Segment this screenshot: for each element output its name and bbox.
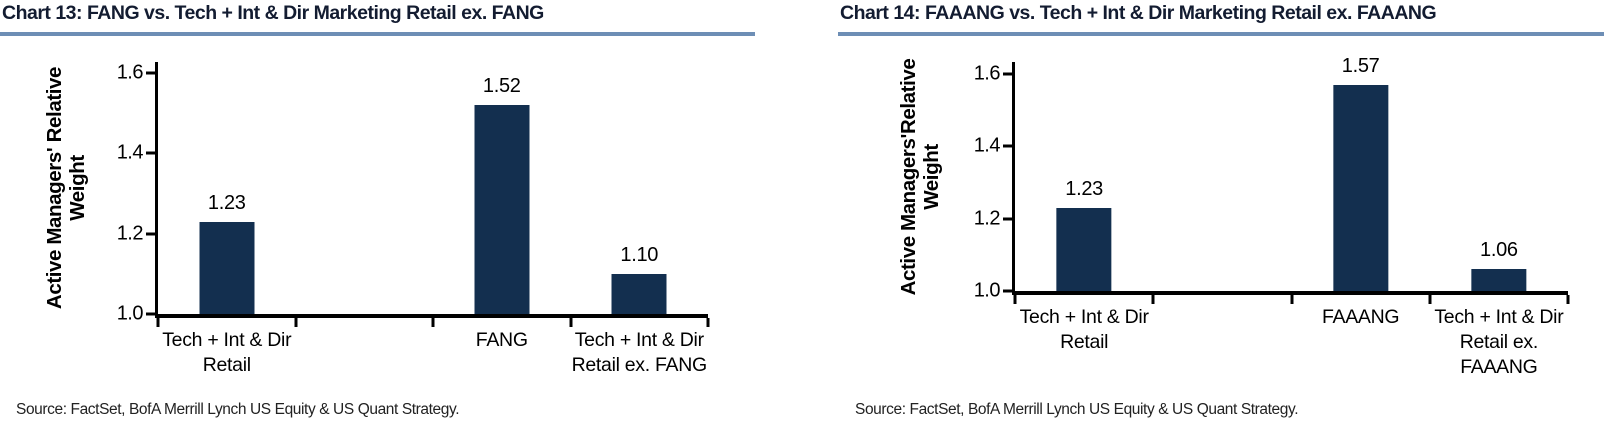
- x-axis-tick: [1428, 295, 1432, 304]
- y-axis-tick-label: 1.6: [973, 62, 1001, 85]
- y-axis-tick-label: 1.2: [116, 222, 144, 245]
- y-axis-title-text: Active Managers'Relative Weight: [897, 58, 943, 295]
- chart13-panel: Chart 13: FANG vs. Tech + Int & Dir Mark…: [0, 0, 755, 442]
- y-axis-tick: [146, 71, 158, 75]
- x-axis-tick: [569, 318, 572, 327]
- x-category-label: Tech + Int & Dir Retail: [1019, 306, 1149, 353]
- chart14-source-note: Source: FactSet, BofA Merrill Lynch US E…: [855, 401, 1299, 418]
- y-axis-tick: [146, 151, 158, 155]
- y-axis-tick-label: 1.4: [116, 141, 144, 164]
- bar: [474, 105, 530, 314]
- y-axis-tick: [1003, 72, 1015, 76]
- y-axis-tick: [146, 232, 158, 236]
- y-axis-tick: [1003, 144, 1015, 148]
- bar-value-label: 1.06: [1480, 239, 1518, 262]
- y-axis-tick-label: 1.0: [116, 302, 144, 325]
- y-axis-tick-label: 1.6: [116, 61, 144, 84]
- x-category-label: FANG: [475, 329, 528, 351]
- bar: [1471, 269, 1527, 291]
- bar: [611, 273, 667, 314]
- y-axis-tick-label: 1.4: [973, 134, 1001, 157]
- bar: [199, 221, 255, 314]
- x-axis-tick: [1151, 295, 1155, 304]
- y-axis-tick-label: 1.0: [973, 279, 1001, 302]
- bar: [1056, 207, 1112, 291]
- y-axis-tick: [1003, 217, 1015, 221]
- x-axis-tick: [431, 318, 435, 327]
- bar-value-label: 1.23: [1065, 177, 1103, 200]
- x-category-label: Tech + Int & Dir Retail: [162, 329, 292, 376]
- chart13-source-note: Source: FactSet, BofA Merrill Lynch US E…: [16, 401, 460, 418]
- x-axis-tick: [1013, 295, 1017, 304]
- x-axis-tick: [156, 318, 160, 327]
- x-category-label: Tech + Int & Dir Retail ex. FANG: [571, 329, 708, 376]
- y-axis-tick: [1003, 289, 1015, 293]
- bar-value-label: 1.10: [620, 243, 659, 266]
- x-axis-tick: [1290, 295, 1293, 304]
- chart14-plot-area: 1.0 1.2 1.4 1.6 1.23 Tech + Int & Dir Retail 1.…: [974, 55, 1570, 378]
- chart13-y-axis-title: Active Managers' Relative Weight: [36, 62, 98, 314]
- chart13-plot-area: 1.0 1.2 1.4 1.6 1.23 Tech + Int & Dir Retail 1.…: [117, 62, 710, 376]
- x-category-label: FAAANG: [1321, 306, 1400, 328]
- bar-value-label: 1.52: [482, 75, 521, 98]
- x-axis-tick: [1566, 295, 1570, 304]
- x-category-label: Tech + Int & Dir Retail ex. FAAANG: [1434, 306, 1564, 378]
- bar-value-label: 1.57: [1341, 54, 1380, 77]
- bar: [1332, 84, 1389, 291]
- y-axis-tick-label: 1.2: [973, 207, 1001, 230]
- chart13-title: Chart 13: FANG vs. Tech + Int & Dir Mark…: [0, 2, 755, 36]
- y-axis-title-text: Active Managers' Relative Weight: [43, 66, 89, 310]
- bar-value-label: 1.23: [207, 191, 246, 214]
- chart14-panel: Chart 14: FAAANG vs. Tech + Int & Dir Ma…: [838, 0, 1604, 442]
- chart14-title: Chart 14: FAAANG vs. Tech + Int & Dir Ma…: [838, 2, 1604, 36]
- x-axis-tick: [706, 318, 710, 327]
- y-axis-tick: [146, 312, 158, 316]
- x-axis-tick: [294, 318, 297, 327]
- chart14-y-axis-title: Active Managers'Relative Weight: [890, 58, 952, 295]
